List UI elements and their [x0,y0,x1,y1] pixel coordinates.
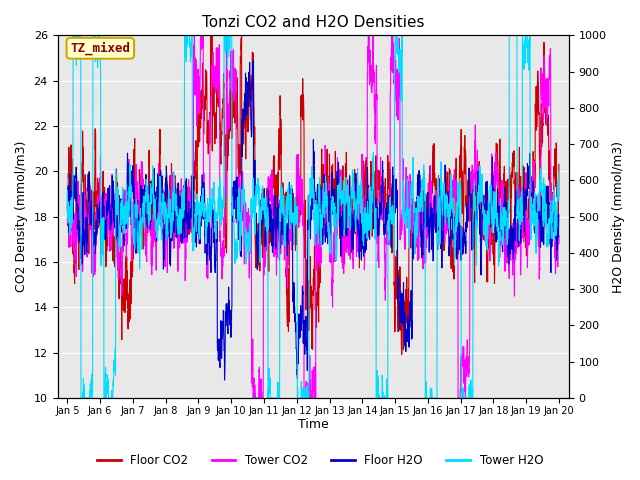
Line: Floor H2O: Floor H2O [67,61,559,380]
Tower H2O [252,182,260,188]
Tower CO2 [191,33,198,38]
Line: Tower CO2: Tower CO2 [67,36,559,398]
Line: Floor CO2: Floor CO2 [67,36,559,354]
Floor H2O [148,188,156,193]
Floor CO2 [63,204,71,210]
Title: Tonzi CO2 and H2O Densities: Tonzi CO2 and H2O Densities [202,15,424,30]
Floor CO2 [207,33,214,38]
Tower H2O [274,389,282,395]
X-axis label: Time: Time [298,419,328,432]
Tower H2O [120,230,127,236]
Legend: Floor CO2, Tower CO2, Floor H2O, Tower H2O: Floor CO2, Tower CO2, Floor H2O, Tower H… [92,449,548,472]
Tower CO2 [250,395,257,401]
Text: TZ_mixed: TZ_mixed [70,42,131,55]
Tower H2O [493,221,500,227]
Tower CO2 [546,52,554,58]
Tower CO2 [555,233,563,239]
Y-axis label: CO2 Density (mmol/m3): CO2 Density (mmol/m3) [15,141,28,292]
Tower H2O [63,187,71,193]
Y-axis label: H2O Density (mmol/m3): H2O Density (mmol/m3) [612,141,625,293]
Floor CO2 [120,308,127,313]
Floor H2O [120,220,127,226]
Floor CO2 [252,246,260,252]
Floor CO2 [398,351,406,357]
Floor H2O [493,216,500,221]
Tower CO2 [120,236,127,241]
Tower H2O [149,169,157,175]
Floor CO2 [273,181,281,187]
Tower CO2 [148,212,156,218]
Floor CO2 [555,161,563,167]
Floor H2O [63,208,71,214]
Floor H2O [221,377,228,383]
Line: Tower H2O: Tower H2O [67,36,559,398]
Tower CO2 [274,255,282,261]
Floor H2O [252,217,260,223]
Tower CO2 [63,220,71,226]
Floor CO2 [546,171,554,177]
Floor H2O [249,58,257,64]
Tower CO2 [252,395,260,401]
Floor CO2 [493,161,500,167]
Tower H2O [555,190,563,196]
Floor CO2 [148,201,156,206]
Tower H2O [69,33,77,38]
Tower CO2 [493,161,500,167]
Floor H2O [555,212,563,218]
Tower H2O [546,236,554,241]
Floor H2O [274,223,282,229]
Floor H2O [546,216,554,221]
Tower H2O [77,395,85,401]
